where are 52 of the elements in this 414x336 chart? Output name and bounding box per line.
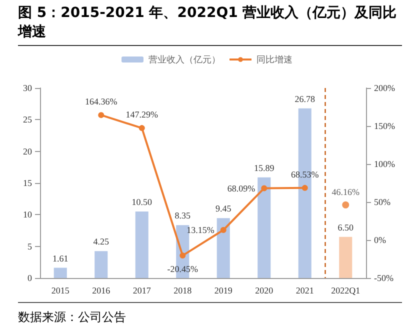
x-tick-label: 2016 [92, 286, 111, 296]
data-label: 6.50 [338, 222, 354, 232]
y2-tick-label: 50% [374, 197, 391, 207]
x-tick-label: 2017 [132, 286, 152, 296]
legend-label: 同比增速 [256, 54, 292, 64]
chart-title: 图 5：2015-2021 年、2022Q1 营业收入（亿元）及同比增速 [18, 4, 402, 46]
y-tick-label: 10 [23, 210, 32, 220]
data-label: 46.16% [332, 186, 360, 197]
data-label: 147.29% [126, 110, 158, 120]
point [98, 112, 104, 118]
data-label: 15.89 [254, 162, 275, 173]
y-tick-label: 30 [23, 83, 32, 93]
point [261, 185, 268, 192]
bar [258, 177, 271, 278]
bar [216, 218, 230, 278]
bar [339, 236, 352, 278]
x-tick-label: 2018 [174, 286, 192, 296]
y-tick-label: 25 [23, 114, 32, 125]
data-label: 8.35 [174, 210, 191, 221]
data-label: 4.25 [93, 236, 110, 247]
y2-tick-label: 0% [374, 235, 386, 245]
y-tick-label: 15 [23, 178, 32, 188]
legend-label: 营业收入（亿元） [148, 54, 220, 64]
data-label: 68.09% [227, 183, 256, 194]
x-tick-label: 2022Q1 [331, 286, 360, 296]
x-tick-label: 2015 [51, 286, 70, 296]
source-note: 数据来源：公司公告 [18, 302, 402, 326]
y2-tick-label: 100% [374, 159, 396, 169]
x-tick-label: 2019 [214, 286, 233, 296]
y-tick-label: 20 [23, 146, 32, 156]
x-tick-label: 2021 [296, 286, 314, 296]
y2-tick-label: -50% [374, 273, 394, 283]
y-tick-label: 0 [28, 273, 32, 283]
data-label: 68.53% [291, 169, 320, 180]
point [220, 227, 226, 234]
y-tick-label: 5 [28, 241, 32, 252]
data-label: 164.36% [85, 96, 118, 107]
data-label: 13.15% [186, 225, 215, 236]
y2-tick-label: 200% [374, 83, 396, 93]
data-label: -20.45% [167, 264, 198, 274]
bar [135, 212, 148, 278]
data-label: 10.50 [132, 197, 152, 207]
data-label: 26.78 [294, 94, 316, 104]
data-label: 1.61 [52, 253, 68, 264]
point [302, 184, 308, 191]
x-tick-label: 2020 [255, 286, 274, 296]
point [138, 125, 145, 132]
point [180, 252, 186, 259]
y2-tick-label: 150% [374, 121, 396, 131]
bar [54, 268, 67, 278]
data-label: 9.45 [216, 204, 232, 214]
bar [94, 251, 108, 278]
